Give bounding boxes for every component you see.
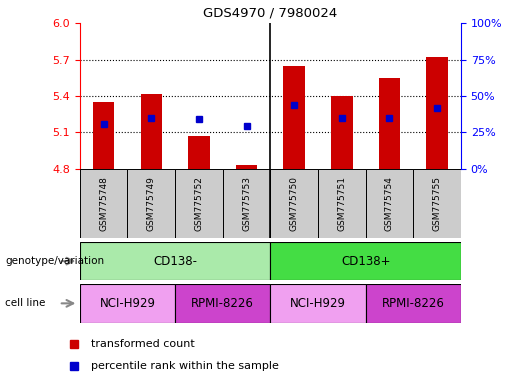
Bar xyxy=(128,169,175,238)
Bar xyxy=(270,242,461,280)
Text: genotype/variation: genotype/variation xyxy=(5,256,104,266)
Text: GSM775754: GSM775754 xyxy=(385,176,394,231)
Text: GSM775750: GSM775750 xyxy=(290,176,299,231)
Bar xyxy=(141,94,162,169)
Title: GDS4970 / 7980024: GDS4970 / 7980024 xyxy=(203,6,337,19)
Bar xyxy=(175,284,270,323)
Bar xyxy=(283,66,305,169)
Bar xyxy=(222,169,270,238)
Text: CD138-: CD138- xyxy=(153,255,197,268)
Text: GSM775751: GSM775751 xyxy=(337,176,346,231)
Bar xyxy=(188,136,210,169)
Bar xyxy=(270,284,366,323)
Text: percentile rank within the sample: percentile rank within the sample xyxy=(91,361,279,371)
Text: CD138+: CD138+ xyxy=(341,255,390,268)
Bar xyxy=(366,284,461,323)
Bar xyxy=(318,169,366,238)
Bar xyxy=(93,102,114,169)
Text: cell line: cell line xyxy=(5,298,45,308)
Text: transformed count: transformed count xyxy=(91,339,195,349)
Bar xyxy=(175,169,222,238)
Text: GSM775752: GSM775752 xyxy=(195,176,203,231)
Text: RPMI-8226: RPMI-8226 xyxy=(382,297,445,310)
Bar xyxy=(413,169,461,238)
Text: NCI-H929: NCI-H929 xyxy=(290,297,346,310)
Bar xyxy=(366,169,413,238)
Bar xyxy=(236,165,258,169)
Text: GSM775748: GSM775748 xyxy=(99,176,108,231)
Bar xyxy=(426,57,448,169)
Text: GSM775755: GSM775755 xyxy=(433,176,441,231)
Text: GSM775749: GSM775749 xyxy=(147,176,156,231)
Bar xyxy=(80,169,128,238)
Bar xyxy=(331,96,353,169)
Text: NCI-H929: NCI-H929 xyxy=(99,297,156,310)
Bar xyxy=(270,169,318,238)
Bar xyxy=(379,78,400,169)
Bar xyxy=(80,284,175,323)
Text: RPMI-8226: RPMI-8226 xyxy=(191,297,254,310)
Text: GSM775753: GSM775753 xyxy=(242,176,251,231)
Bar xyxy=(80,242,270,280)
